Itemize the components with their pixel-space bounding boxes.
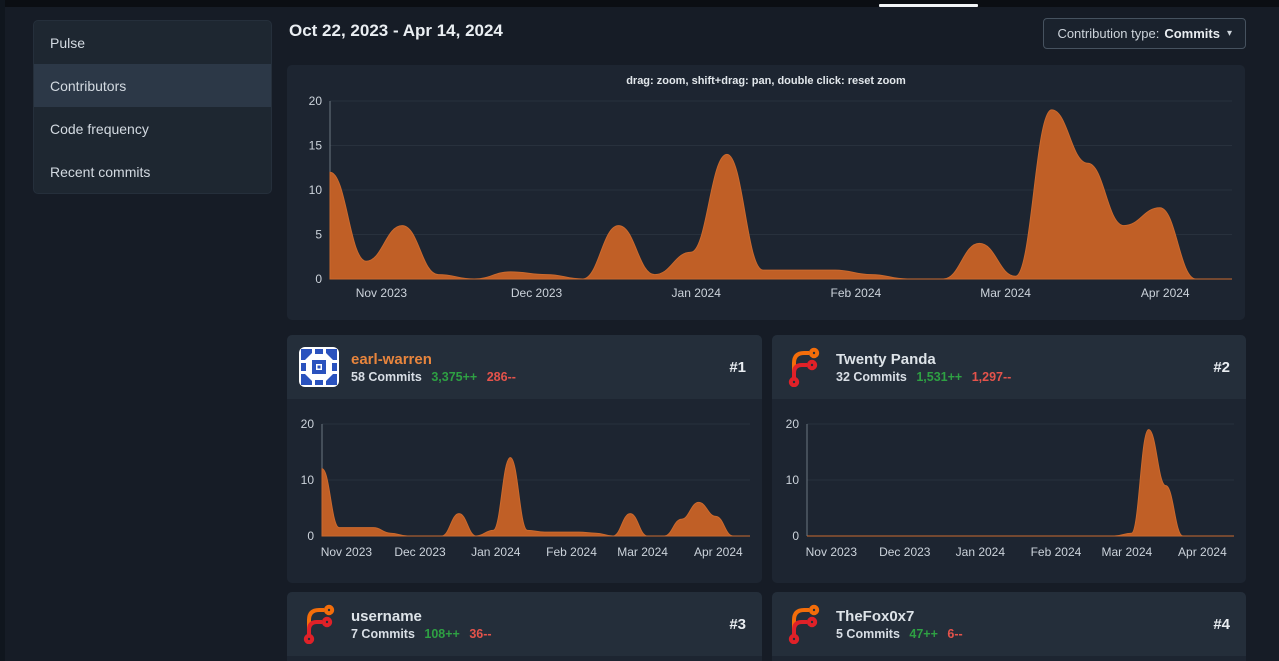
y-axis-tick-label: 5 bbox=[315, 228, 322, 242]
date-range-title: Oct 22, 2023 - Apr 14, 2024 bbox=[289, 21, 503, 40]
contributor-activity-chart[interactable]: 0 10 20 Nov 2023 Dec 2023 Jan 2024 Feb 2024 Mar… bbox=[287, 405, 762, 583]
avatar[interactable] bbox=[299, 347, 339, 387]
sidebar-item-contributors[interactable]: Contributors bbox=[34, 64, 271, 107]
area-series bbox=[807, 429, 1234, 537]
contributor-card-header: TheFox0x7 5 Commits 47++ 6-- #4 bbox=[772, 592, 1246, 656]
x-axis-tick-label: Jan 2024 bbox=[956, 545, 1006, 559]
forgejo-logo-avatar[interactable] bbox=[784, 347, 824, 387]
contribution-type-label: Contribution type: bbox=[1057, 26, 1160, 41]
deletions-count: 36-- bbox=[469, 626, 492, 641]
additions-count: 47++ bbox=[909, 626, 938, 641]
contributor-card: Twenty Panda 32 Commits 1,531++ 1,297-- … bbox=[772, 335, 1246, 583]
commit-count: 5 Commits bbox=[836, 626, 900, 641]
contributor-rank-badge: #2 bbox=[1213, 358, 1230, 376]
y-axis-tick-label: 0 bbox=[315, 272, 322, 286]
contributor-rank-badge: #3 bbox=[729, 615, 746, 633]
x-axis-tick-label: Mar 2024 bbox=[1101, 545, 1152, 559]
forgejo-logo-avatar[interactable] bbox=[784, 604, 824, 644]
contributor-card: username 7 Commits 108++ 36-- #3 bbox=[287, 592, 762, 661]
x-axis-tick-label: Jan 2024 bbox=[672, 286, 722, 300]
contributor-stats: 32 Commits 1,531++ 1,297-- bbox=[836, 370, 1011, 384]
sidebar-item-recent-commits[interactable]: Recent commits bbox=[50, 163, 151, 180]
active-tab-underline bbox=[879, 4, 978, 7]
window-left-edge bbox=[0, 0, 5, 661]
y-axis-tick-label: 15 bbox=[309, 139, 323, 153]
y-axis-tick-label: 10 bbox=[309, 183, 323, 197]
contributor-name-link[interactable]: username bbox=[351, 607, 422, 625]
chevron-down-icon: ▾ bbox=[1226, 28, 1232, 39]
x-axis-tick-label: Nov 2023 bbox=[321, 545, 373, 559]
contributor-activity-chart[interactable]: 0 10 20 Nov 2023 Dec 2023 Jan 2024 Feb 2024 Mar… bbox=[772, 405, 1246, 583]
y-axis-tick-label: 20 bbox=[309, 94, 323, 108]
x-axis-tick-label: Nov 2023 bbox=[806, 545, 858, 559]
commit-count: 58 Commits bbox=[351, 369, 422, 384]
x-axis-tick-label: Dec 2023 bbox=[511, 286, 563, 300]
contributor-stats: 7 Commits 108++ 36-- bbox=[351, 627, 492, 641]
contributor-card: TheFox0x7 5 Commits 47++ 6-- #4 bbox=[772, 592, 1246, 661]
x-axis-tick-label: Jan 2024 bbox=[471, 545, 521, 559]
x-axis-tick-label: Feb 2024 bbox=[831, 286, 882, 300]
commit-count: 32 Commits bbox=[836, 369, 907, 384]
contributor-name-link[interactable]: TheFox0x7 bbox=[836, 607, 915, 625]
chart-zoom-hint: drag: zoom, shift+drag: pan, double clic… bbox=[626, 75, 906, 87]
forgejo-logo-avatar[interactable] bbox=[299, 604, 339, 644]
contributor-name-link[interactable]: earl-warren bbox=[351, 350, 432, 368]
y-axis-tick-label: 20 bbox=[301, 417, 315, 431]
y-axis-tick-label: 20 bbox=[786, 417, 800, 431]
contributor-rank-badge: #4 bbox=[1213, 615, 1230, 633]
contribution-type-value: Commits bbox=[1164, 26, 1220, 41]
deletions-count: 286-- bbox=[486, 369, 516, 384]
x-axis-tick-label: Apr 2024 bbox=[694, 545, 743, 559]
additions-count: 108++ bbox=[424, 626, 460, 641]
contributor-card-header: earl-warren 58 Commits 3,375++ 286-- #1 bbox=[287, 335, 762, 399]
contributor-stats: 5 Commits 47++ 6-- bbox=[836, 627, 963, 641]
contributor-card-header: username 7 Commits 108++ 36-- #3 bbox=[287, 592, 762, 656]
y-axis-tick-label: 0 bbox=[307, 529, 314, 543]
x-axis-tick-label: Mar 2024 bbox=[980, 286, 1031, 300]
commit-count: 7 Commits bbox=[351, 626, 415, 641]
top-navbar bbox=[0, 0, 1279, 7]
deletions-count: 6-- bbox=[947, 626, 963, 641]
contributor-name-link[interactable]: Twenty Panda bbox=[836, 350, 936, 368]
contributor-card-header: Twenty Panda 32 Commits 1,531++ 1,297-- … bbox=[772, 335, 1246, 399]
overall-activity-panel: drag: zoom, shift+drag: pan, double clic… bbox=[287, 65, 1245, 320]
sidebar-item-code-frequency[interactable]: Code frequency bbox=[50, 120, 149, 137]
x-axis-tick-label: Apr 2024 bbox=[1141, 286, 1190, 300]
y-axis-tick-label: 10 bbox=[786, 473, 800, 487]
additions-count: 1,531++ bbox=[916, 369, 963, 384]
x-axis-tick-label: Apr 2024 bbox=[1178, 545, 1227, 559]
x-axis-tick-label: Dec 2023 bbox=[394, 545, 446, 559]
additions-count: 3,375++ bbox=[431, 369, 478, 384]
x-axis-tick-label: Nov 2023 bbox=[356, 286, 408, 300]
contributor-stats: 58 Commits 3,375++ 286-- bbox=[351, 370, 516, 384]
contributor-rank-badge: #1 bbox=[729, 358, 746, 376]
x-axis-tick-label: Feb 2024 bbox=[1031, 545, 1082, 559]
x-axis-tick-label: Mar 2024 bbox=[617, 545, 668, 559]
overall-activity-chart[interactable]: 0 5 10 15 20 Nov 2023 Dec 2023 Jan 2024 Feb 2024… bbox=[287, 90, 1245, 320]
deletions-count: 1,297-- bbox=[971, 369, 1012, 384]
area-series bbox=[329, 109, 1232, 280]
y-axis-tick-label: 0 bbox=[792, 529, 799, 543]
x-axis-tick-label: Dec 2023 bbox=[879, 545, 931, 559]
area-series bbox=[321, 457, 750, 537]
activity-sidebar: Pulse Contributors Code frequency Recent… bbox=[33, 20, 272, 194]
contribution-type-dropdown[interactable]: Contribution type: Commits ▾ bbox=[1043, 18, 1246, 49]
contributor-card: earl-warren 58 Commits 3,375++ 286-- #1 … bbox=[287, 335, 762, 583]
x-axis-tick-label: Feb 2024 bbox=[546, 545, 597, 559]
sidebar-item-pulse[interactable]: Pulse bbox=[50, 34, 86, 51]
y-axis-tick-label: 10 bbox=[301, 473, 315, 487]
